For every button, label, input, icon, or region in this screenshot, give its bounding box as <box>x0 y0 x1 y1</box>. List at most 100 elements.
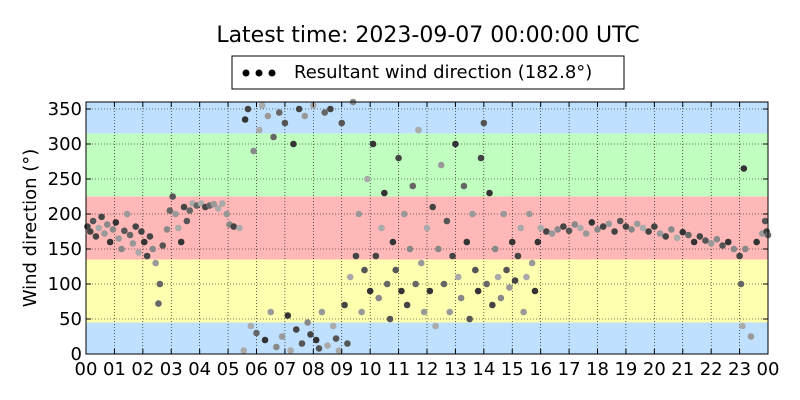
data-point <box>497 294 505 302</box>
x-tick-label: 04 <box>188 359 211 380</box>
x-tick-label: 03 <box>160 359 183 380</box>
data-point <box>138 228 145 235</box>
data-point <box>491 245 499 253</box>
data-point <box>383 280 391 288</box>
y-tick-label: 0 <box>71 344 82 365</box>
data-point <box>454 273 462 281</box>
data-point <box>315 345 323 352</box>
data-point <box>329 322 337 330</box>
data-point <box>335 347 343 354</box>
data-point <box>406 245 414 253</box>
data-point <box>261 336 269 344</box>
data-point <box>679 228 687 236</box>
data-point <box>355 210 363 218</box>
data-point <box>511 277 519 284</box>
data-point <box>523 273 530 281</box>
data-point <box>526 210 533 218</box>
data-point <box>123 210 131 218</box>
data-point <box>321 109 329 116</box>
data-point <box>514 252 522 260</box>
data-point <box>605 220 613 228</box>
data-point <box>707 240 715 247</box>
data-point <box>662 233 669 240</box>
data-point <box>109 226 117 233</box>
data-point <box>381 189 388 197</box>
data-point <box>673 234 681 242</box>
data-point <box>89 217 97 225</box>
data-point <box>386 315 394 323</box>
data-point <box>668 226 675 233</box>
data-point <box>240 347 248 354</box>
data-point <box>463 238 471 246</box>
x-tick-label: 22 <box>700 359 723 380</box>
data-point <box>318 308 326 316</box>
data-point <box>494 273 502 281</box>
data-point <box>628 226 635 233</box>
data-point <box>258 102 266 109</box>
data-point <box>747 333 755 340</box>
data-point <box>298 340 306 347</box>
x-tick-label: 07 <box>273 359 296 380</box>
data-point <box>301 112 309 120</box>
data-point <box>156 280 164 288</box>
data-point <box>737 280 745 288</box>
x-tick-label: 00 <box>75 359 98 380</box>
legend-marker-dot <box>242 69 250 77</box>
data-point <box>378 224 385 232</box>
data-points <box>84 98 772 354</box>
x-tick-label: 23 <box>728 359 751 380</box>
data-point <box>537 224 544 232</box>
data-point <box>588 219 596 226</box>
data-point <box>483 280 490 288</box>
x-tick-label: 08 <box>302 359 325 380</box>
data-point <box>690 238 698 246</box>
x-tick-label: 02 <box>131 359 154 380</box>
data-point <box>418 259 425 267</box>
data-point <box>639 224 647 232</box>
data-point <box>426 287 434 295</box>
data-point <box>135 249 142 256</box>
data-point <box>503 266 510 274</box>
data-point <box>338 119 346 127</box>
data-point <box>101 230 108 237</box>
data-point <box>528 259 536 267</box>
legend-marker-dot <box>255 69 263 77</box>
data-point <box>489 301 496 309</box>
data-point <box>366 287 374 295</box>
data-point <box>121 227 128 235</box>
data-point <box>409 182 417 190</box>
data-point <box>275 109 283 116</box>
data-point <box>369 140 377 148</box>
data-point <box>543 228 550 235</box>
data-point <box>223 210 230 218</box>
data-point <box>264 112 272 120</box>
data-point <box>429 203 436 211</box>
data-point <box>443 217 451 225</box>
data-point <box>696 233 704 240</box>
data-point <box>392 266 400 274</box>
y-tick-label: 300 <box>48 134 82 155</box>
data-point <box>284 312 292 319</box>
data-point <box>118 245 125 253</box>
data-point <box>273 343 280 351</box>
data-point <box>361 266 368 274</box>
x-tick-label: 19 <box>614 359 637 380</box>
data-point <box>163 226 171 233</box>
data-point <box>250 147 257 155</box>
data-point <box>177 238 185 246</box>
data-point <box>375 294 382 302</box>
x-tick-label: 21 <box>671 359 694 380</box>
data-point <box>180 203 188 211</box>
data-point <box>713 235 721 243</box>
legend: Resultant wind direction (182.8°) <box>231 55 625 90</box>
legend-marker-dot <box>268 69 276 77</box>
data-point <box>281 119 289 127</box>
y-tick-label: 150 <box>48 239 82 260</box>
data-point <box>332 335 340 342</box>
data-point <box>241 116 249 123</box>
y-tick-label: 350 <box>48 99 82 120</box>
data-point <box>129 240 137 247</box>
data-point <box>95 224 103 232</box>
data-point <box>531 287 539 295</box>
